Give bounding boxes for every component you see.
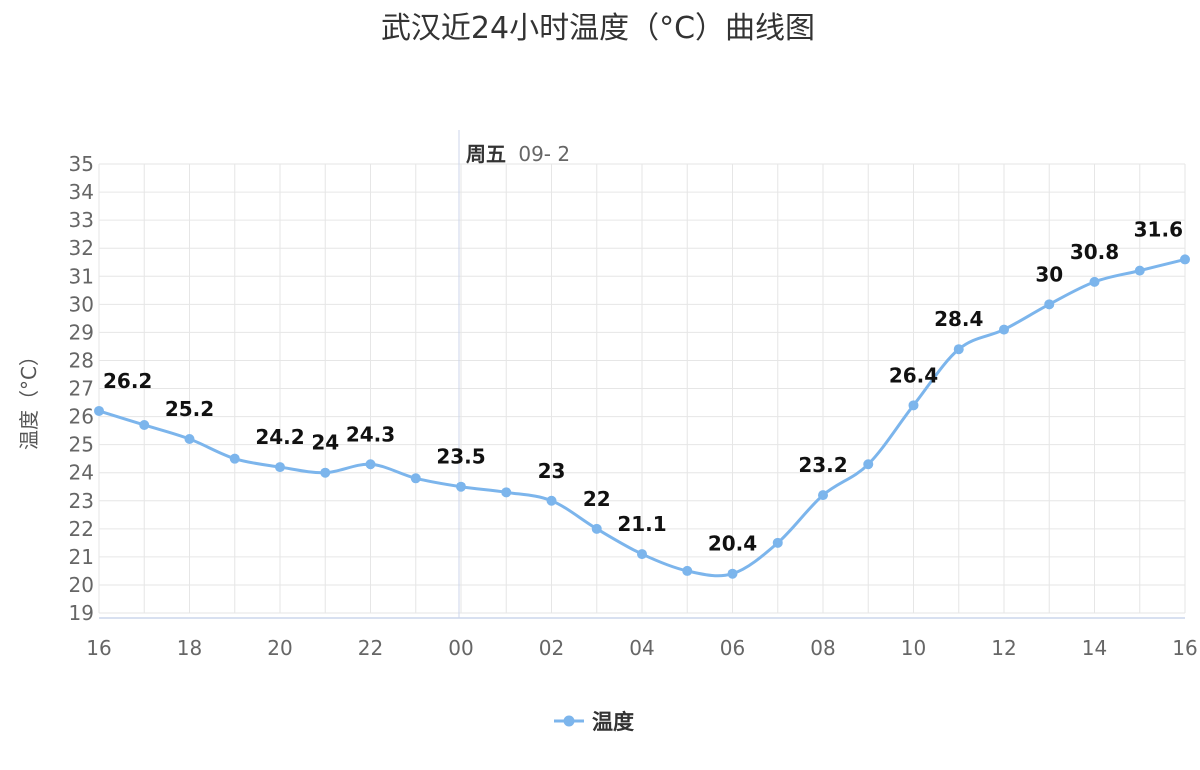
- data-label: 21.1: [617, 512, 666, 536]
- data-label: 25.2: [165, 397, 214, 421]
- x-tick-label: 12: [991, 636, 1016, 660]
- y-tick-label: 26: [69, 405, 94, 429]
- data-point[interactable]: [591, 523, 602, 534]
- data-label: 23.5: [436, 445, 485, 469]
- x-tick-label: 22: [358, 636, 383, 660]
- y-tick-label: 23: [69, 489, 94, 513]
- x-tick-label: 04: [629, 636, 654, 660]
- y-tick-label: 21: [69, 545, 94, 569]
- x-tick-label: 10: [901, 636, 926, 660]
- y-tick-label: 31: [69, 264, 94, 288]
- chart-title: 武汉近24小时温度（°C）曲线图: [381, 11, 815, 46]
- data-point[interactable]: [139, 419, 150, 430]
- x-tick-label: 02: [539, 636, 564, 660]
- data-point[interactable]: [410, 473, 421, 484]
- data-label: 30.8: [1070, 240, 1119, 264]
- y-tick-label: 25: [69, 433, 94, 457]
- y-tick-label: 27: [69, 377, 94, 401]
- data-point[interactable]: [999, 324, 1009, 335]
- data-point[interactable]: [320, 467, 331, 478]
- data-point[interactable]: [772, 537, 783, 548]
- data-point[interactable]: [637, 549, 647, 560]
- y-tick-label: 29: [69, 320, 94, 344]
- data-point[interactable]: [546, 495, 557, 506]
- data-label: 20.4: [708, 532, 757, 556]
- y-tick-label: 33: [69, 208, 94, 232]
- x-axis-ticks: 16 18 20 22 00 02 04 06 08 10 12 14 16: [86, 636, 1197, 660]
- data-label: 26.4: [889, 363, 938, 387]
- data-label: 23.2: [798, 453, 847, 477]
- data-point[interactable]: [682, 565, 693, 576]
- x-tick-label: 08: [810, 636, 835, 660]
- data-label: 26.2: [103, 369, 152, 393]
- x-tick-label: 00: [448, 636, 473, 660]
- data-point[interactable]: [1044, 299, 1055, 310]
- data-label: 23: [538, 459, 566, 483]
- y-tick-label: 35: [69, 152, 94, 176]
- data-point[interactable]: [94, 405, 104, 416]
- data-label: 30: [1035, 262, 1063, 286]
- y-tick-label: 30: [69, 292, 94, 316]
- series-points: [94, 254, 1190, 579]
- data-point[interactable]: [501, 487, 512, 498]
- data-label: 31.6: [1134, 217, 1183, 241]
- legend-marker-symbol: [563, 715, 575, 727]
- chart-grid: [98, 163, 1186, 619]
- y-tick-label: 32: [69, 236, 94, 260]
- day-marker-label: 周五 09- 2: [466, 142, 570, 166]
- data-point[interactable]: [727, 568, 738, 579]
- data-point[interactable]: [953, 344, 964, 355]
- y-tick-label: 34: [69, 180, 94, 204]
- data-point[interactable]: [275, 462, 285, 473]
- y-axis-ticks: 19 20 21 22 23 24 25 26 27 28 29 30 31 32 33 34 35: [69, 152, 94, 625]
- y-tick-label: 20: [69, 573, 94, 597]
- legend-label: 温度: [592, 710, 634, 734]
- data-point[interactable]: [1089, 276, 1100, 287]
- data-point[interactable]: [456, 481, 466, 492]
- legend[interactable]: 温度: [554, 710, 634, 734]
- data-point[interactable]: [863, 459, 874, 470]
- x-tick-label: 18: [177, 636, 202, 660]
- day-marker-weekday: 周五: [466, 142, 506, 166]
- y-tick-label: 28: [69, 348, 94, 372]
- x-tick-label: 16: [1172, 636, 1197, 660]
- data-label: 24.3: [346, 422, 395, 446]
- y-tick-label: 19: [69, 601, 94, 625]
- data-point[interactable]: [365, 459, 376, 470]
- y-tick-label: 22: [69, 517, 94, 541]
- data-point[interactable]: [818, 490, 828, 501]
- x-tick-label: 16: [86, 636, 111, 660]
- day-marker: 周五 09- 2: [458, 130, 570, 618]
- data-label: 24: [311, 431, 339, 455]
- x-tick-label: 06: [720, 636, 745, 660]
- data-label: 24.2: [255, 425, 304, 449]
- day-marker-date: 09- 2: [518, 142, 570, 166]
- data-point[interactable]: [229, 453, 240, 464]
- y-axis-title: 温度（°C）: [17, 346, 41, 450]
- x-tick-label: 14: [1082, 636, 1107, 660]
- data-point[interactable]: [184, 434, 195, 445]
- data-point[interactable]: [908, 400, 919, 411]
- data-label: 22: [583, 487, 611, 511]
- x-tick-label: 20: [267, 636, 292, 660]
- data-point[interactable]: [1134, 265, 1145, 276]
- y-tick-label: 24: [69, 461, 94, 485]
- data-point[interactable]: [1180, 254, 1190, 265]
- data-label: 28.4: [934, 307, 983, 331]
